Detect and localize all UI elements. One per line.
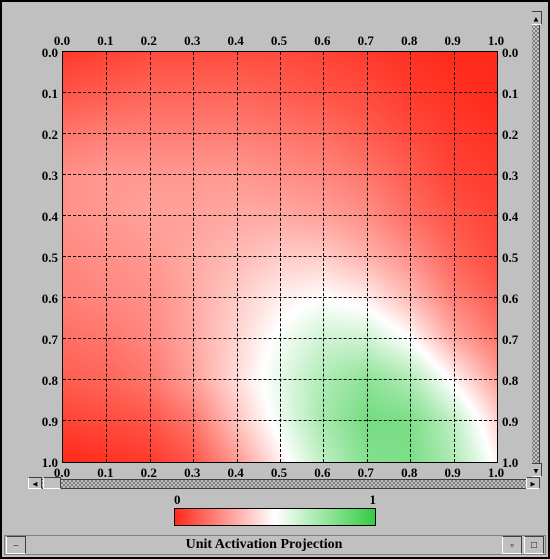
y-tick-right: 0.8 <box>502 373 530 389</box>
y-tick-right: 0.0 <box>502 45 530 61</box>
y-tick-left: 0.8 <box>30 373 58 389</box>
y-tick-left: 0.3 <box>30 168 58 184</box>
y-tick-left: 1.0 <box>30 455 58 471</box>
window-title: Unit Activation Projection <box>27 537 501 553</box>
window-menu-button[interactable]: − <box>6 536 26 554</box>
x-tick-bottom: 0.9 <box>444 33 460 49</box>
x-tick-top: 0.4 <box>227 465 243 481</box>
y-tick-left: 0.9 <box>30 414 58 430</box>
x-tick-bottom: 0.8 <box>401 33 417 49</box>
y-tick-left: 0.0 <box>30 45 58 61</box>
y-tick-right: 0.4 <box>502 209 530 225</box>
x-tick-bottom: 0.2 <box>141 33 157 49</box>
title-bar[interactable]: − Unit Activation Projection ▫ □ <box>4 535 546 555</box>
x-tick-top: 0.3 <box>184 465 200 481</box>
legend-gradient-bar <box>174 508 376 526</box>
window-minimize-button[interactable]: ▫ <box>502 536 522 554</box>
square-icon: □ <box>531 540 537 551</box>
color-legend: 0 1 <box>2 491 548 527</box>
x-tick-bottom: 0.6 <box>314 33 330 49</box>
x-tick-bottom: 0.3 <box>184 33 200 49</box>
heatmap-canvas <box>63 52 497 462</box>
x-tick-bottom: 0.7 <box>358 33 374 49</box>
x-tick-bottom: 0.5 <box>271 33 287 49</box>
scroll-right-arrow-icon[interactable]: ► <box>526 477 540 489</box>
y-tick-right: 1.0 <box>502 455 530 471</box>
y-tick-left: 0.5 <box>30 250 58 266</box>
x-tick-top: 0.7 <box>358 465 374 481</box>
x-tick-top: 0.8 <box>401 465 417 481</box>
y-tick-left: 0.1 <box>30 86 58 102</box>
x-tick-top: 0.1 <box>97 465 113 481</box>
scroll-left-arrow-icon[interactable]: ◄ <box>28 477 42 489</box>
legend-max-label: 1 <box>370 492 377 508</box>
x-tick-bottom: 1.0 <box>488 33 504 49</box>
dash-icon: − <box>13 540 19 551</box>
y-tick-right: 0.9 <box>502 414 530 430</box>
y-tick-right: 0.5 <box>502 250 530 266</box>
legend-min-label: 0 <box>174 492 181 508</box>
y-tick-left: 0.2 <box>30 127 58 143</box>
y-tick-right: 0.7 <box>502 332 530 348</box>
dot-icon: ▫ <box>510 540 514 551</box>
y-tick-right: 0.1 <box>502 86 530 102</box>
y-tick-left: 0.4 <box>30 209 58 225</box>
x-tick-top: 0.5 <box>271 465 287 481</box>
window-maximize-button[interactable]: □ <box>524 536 544 554</box>
x-tick-bottom: 0.4 <box>227 33 243 49</box>
window-frame: − Unit Activation Projection ▫ □ 0 1 ◄ ►… <box>0 0 550 559</box>
x-tick-top: 0.9 <box>444 465 460 481</box>
y-tick-right: 0.3 <box>502 168 530 184</box>
x-tick-bottom: 0.1 <box>97 33 113 49</box>
heatmap-plot <box>62 51 498 463</box>
x-tick-top: 0.6 <box>314 465 330 481</box>
x-tick-top: 0.2 <box>141 465 157 481</box>
y-tick-right: 0.2 <box>502 127 530 143</box>
y-tick-left: 0.6 <box>30 291 58 307</box>
plot-container: 0.00.00.00.00.10.10.10.10.20.20.20.20.30… <box>28 11 532 477</box>
y-tick-right: 0.6 <box>502 291 530 307</box>
y-tick-left: 0.7 <box>30 332 58 348</box>
